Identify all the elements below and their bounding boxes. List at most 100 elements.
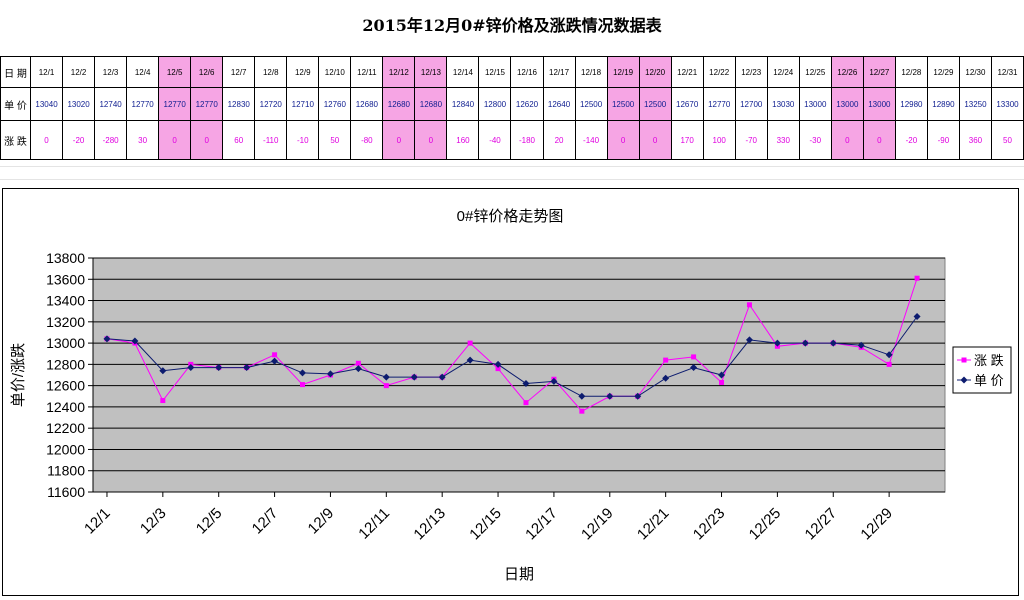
chart-area: 0#锌价格走势图 11600 11800 12000 12200 12400 12600 12… [2,188,1019,596]
price-cell: 12890 [926,87,960,121]
y-tick-label: 13200 [46,314,85,330]
y-tick-label: 12200 [46,420,85,436]
date-cell: 12/14 [446,56,480,88]
change-cell: -20 [62,120,96,160]
date-cell: 12/29 [926,56,960,88]
data-point [494,360,502,368]
y-tick-label: 12400 [46,399,85,415]
x-tick-label: 12/11 [355,505,393,543]
date-cell: 12/12 [382,56,416,88]
date-cell: 12/13 [414,56,448,88]
change-cell: -40 [478,120,512,160]
change-cell: 20 [542,120,576,160]
legend-marker [960,376,968,384]
data-table-container: 日 期 12/1 12/2 12/3 12/4 12/5 12/6 12/7 12/8 12/9… [0,56,1024,160]
data-point [746,302,752,308]
x-tick-label: 12/19 [578,505,617,544]
x-axis-label: 日期 [504,566,534,583]
price-row: 单 价 13040 13020 12740 12770 12770 12770 12830 1… [0,87,1024,121]
data-point [914,275,920,281]
data-point [159,367,167,375]
price-cell: 12500 [574,87,608,121]
change-cell: -70 [734,120,768,160]
data-point [885,351,893,359]
change-cell: -280 [94,120,128,160]
x-tick-label: 12/5 [193,505,226,538]
data-point [719,379,725,385]
change-cell: 0 [382,120,416,160]
data-point [718,371,726,379]
data-point [522,380,530,388]
x-tick-label: 12/13 [410,505,449,544]
change-cell: -20 [894,120,928,160]
price-cell: 12500 [606,87,640,121]
date-cell: 12/2 [62,56,96,88]
price-cell: 13250 [958,87,992,121]
price-cell: 12620 [510,87,544,121]
data-point [326,370,334,378]
data-point [187,364,195,372]
price-cell: 13000 [798,87,832,121]
price-cell: 12840 [446,87,480,121]
change-cell: 0 [638,120,672,160]
x-tick-label: 12/3 [137,505,170,538]
data-point [886,361,892,367]
price-cell: 12700 [734,87,768,121]
date-cell: 12/9 [286,56,320,88]
date-cell: 12/1 [30,56,64,88]
data-point [160,398,166,404]
change-cell: 330 [766,120,800,160]
data-point [467,340,473,346]
price-cell: 12680 [350,87,384,121]
x-tick-label: 12/29 [857,505,896,544]
data-point [410,373,418,381]
change-cell: 100 [702,120,736,160]
x-tick-label: 12/17 [522,505,561,544]
data-point [355,360,361,366]
legend-marker [961,357,967,363]
date-cell: 12/27 [862,56,896,88]
legend-box [952,346,1012,394]
change-cell: -30 [798,120,832,160]
date-cell: 12/28 [894,56,928,88]
date-cell: 12/18 [574,56,608,88]
data-point [215,364,223,372]
data-point [495,366,501,372]
x-tick-label: 12/27 [802,505,841,544]
change-cell: 50 [990,120,1024,160]
price-cell: 12770 [190,87,224,121]
date-cell: 12/16 [510,56,544,88]
date-cell: 12/31 [990,56,1024,88]
y-tick-label: 11600 [47,484,85,500]
x-tick-label: 12/1 [81,505,114,538]
data-point [299,369,307,377]
data-point [857,341,865,349]
price-cell: 12740 [94,87,128,121]
data-point [382,373,390,381]
change-cell: 50 [318,120,352,160]
price-cell: 12640 [542,87,576,121]
price-cell: 12980 [894,87,928,121]
x-tick-label: 12/21 [634,505,673,544]
change-cell: 360 [958,120,992,160]
price-cell: 12680 [414,87,448,121]
date-cell: 12/6 [190,56,224,88]
data-point [438,373,446,381]
change-cell: 0 [414,120,448,160]
date-cell: 12/30 [958,56,992,88]
change-cell: 30 [126,120,160,160]
change-cell: 160 [446,120,480,160]
date-cell: 12/11 [350,56,384,88]
legend-label: 单 价 [974,373,1004,388]
row-label-date: 日 期 [0,56,32,88]
change-row: 涨 跌 0 -20 -280 30 0 0 60 -110 -10 50 -80 0 0 160 -40 -1… [0,120,1024,160]
change-cell: 170 [670,120,704,160]
price-cell: 13000 [830,87,864,121]
data-point [690,364,698,372]
price-cell: 12720 [254,87,288,121]
y-tick-label: 13800 [46,250,85,266]
date-cell: 12/10 [318,56,352,88]
price-cell: 12770 [158,87,192,121]
change-cell: 0 [830,120,864,160]
data-point [131,337,139,345]
